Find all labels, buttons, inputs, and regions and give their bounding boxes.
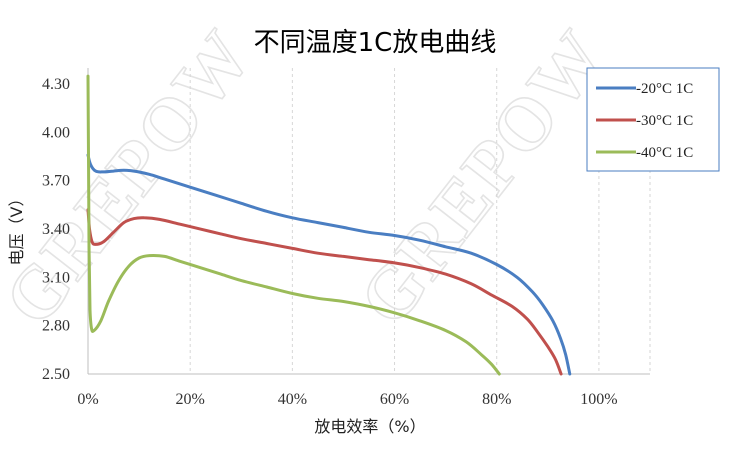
x-tick-label: 20% <box>176 391 205 408</box>
series-lines <box>86 74 572 376</box>
x-axis-ticks: 0% 20% 40% 60% 80% 100% <box>77 391 617 408</box>
x-tick-label: 60% <box>380 391 409 408</box>
legend-label-3: -40°C 1C <box>636 145 693 161</box>
y-tick-label: 3.40 <box>42 221 70 238</box>
gridlines <box>189 68 651 374</box>
legend-label-1: -20°C 1C <box>636 81 693 97</box>
y-tick-label: 3.10 <box>42 269 70 286</box>
series-line-2 <box>86 208 563 376</box>
y-axis-ticks: 2.50 2.80 3.10 3.40 3.70 4.00 4.30 <box>42 76 70 383</box>
x-tick-label: 0% <box>77 391 98 408</box>
watermark-text-1: GREPOW <box>0 15 268 341</box>
y-tick-label: 2.50 <box>42 366 70 383</box>
series-line-1 <box>86 153 572 376</box>
x-tick-label: 80% <box>482 391 511 408</box>
y-tick-label: 4.30 <box>42 76 70 93</box>
watermark: GREPOW GREPOW <box>0 14 624 341</box>
x-axis-label: 放电效率（%） <box>314 417 425 436</box>
series-line-3 <box>86 74 501 376</box>
x-tick-label: 100% <box>580 391 617 408</box>
y-tick-label: 4.00 <box>42 124 70 141</box>
y-tick-label: 3.70 <box>42 173 70 190</box>
legend: -20°C 1C -30°C 1C -40°C 1C <box>586 67 720 172</box>
y-axis-label: 电压（V） <box>7 191 26 266</box>
y-tick-label: 2.80 <box>42 318 70 335</box>
legend-label-2: -30°C 1C <box>636 113 693 129</box>
x-tick-label: 40% <box>278 391 307 408</box>
chart-title: 不同温度1C放电曲线 <box>254 28 497 58</box>
